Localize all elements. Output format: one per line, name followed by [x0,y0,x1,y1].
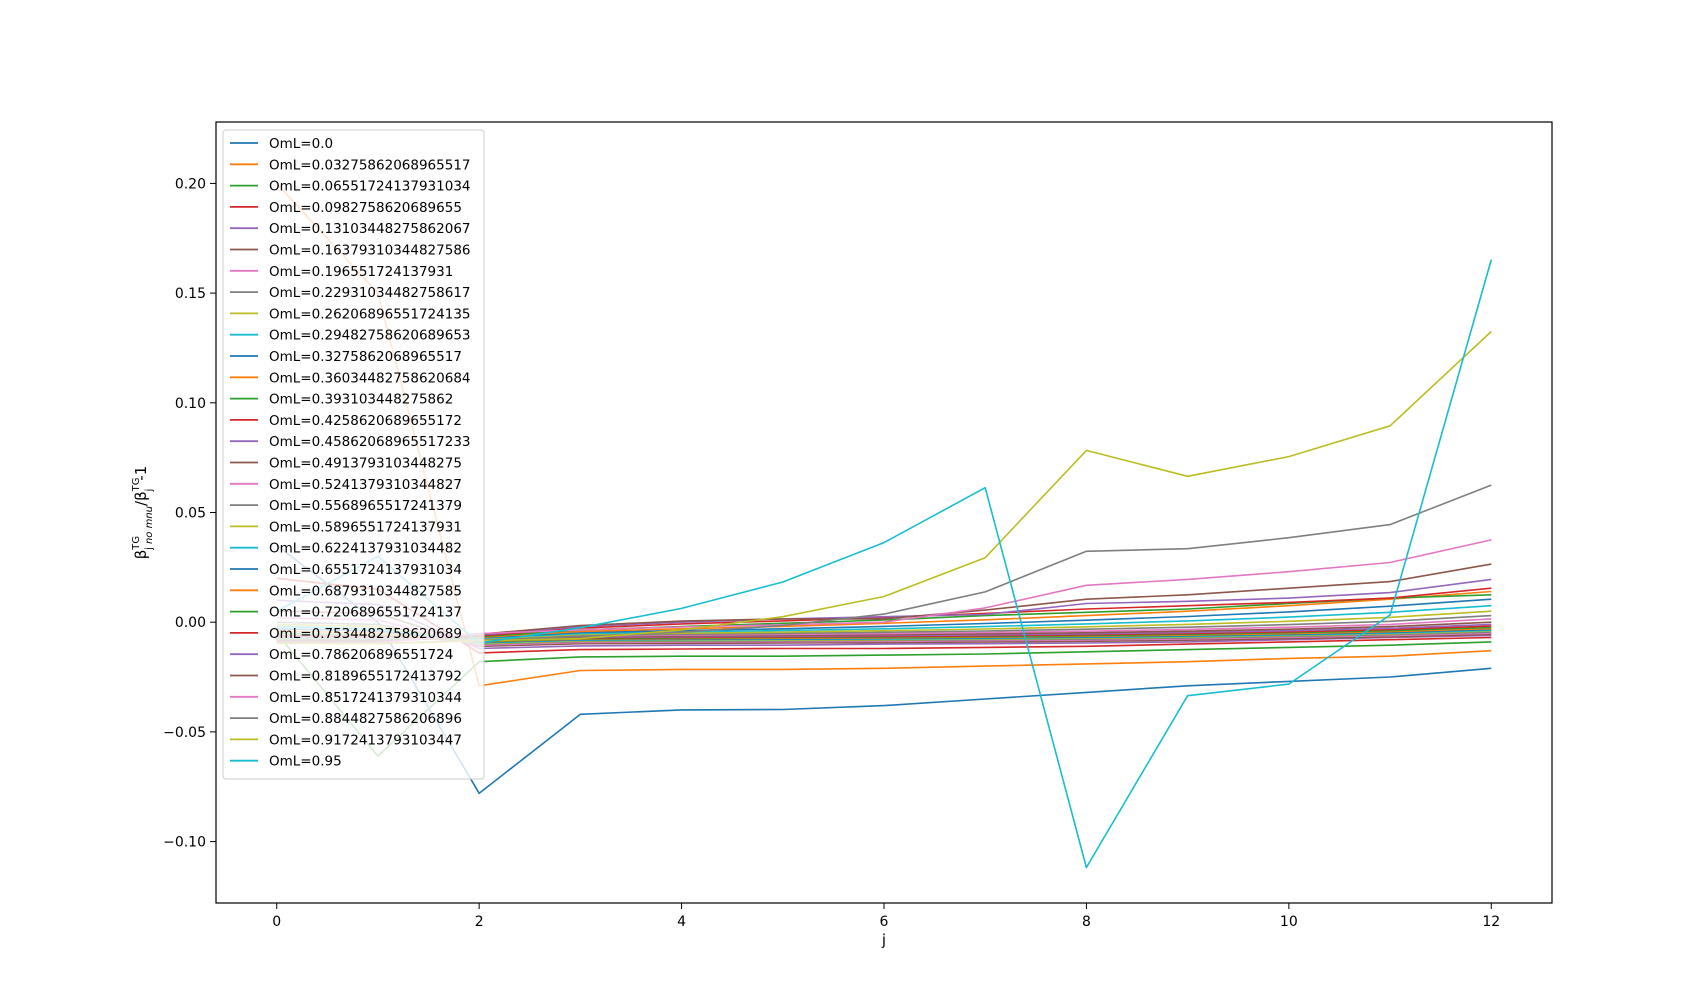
legend-label: OmL=0.5568965517241379 [269,498,462,514]
legend-label: OmL=0.8517241379310344 [269,690,462,706]
y-label-sub1b: no mnu [144,506,155,544]
legend-label: OmL=0.8189655172413792 [269,669,462,685]
y-label-tail: -1 [132,466,150,481]
legend-label: OmL=0.45862068965517233 [269,434,471,450]
y-label-slash: /β [132,491,150,506]
legend-label: OmL=0.8844827586206896 [269,711,462,727]
x-tick-label: 0 [272,914,281,930]
y-axis-label: βTG jno mnu/βTG j-1 [131,466,155,560]
legend-label: OmL=0.3275862068965517 [269,349,462,365]
y-label-sub2: j [144,489,155,493]
legend-label: OmL=0.393103448275862 [269,392,453,408]
legend-label: OmL=0.22931034482758617 [269,285,471,301]
y-tick-label: 0.15 [175,286,206,302]
legend-label: OmL=0.06551724137931034 [269,179,471,195]
legend-label: OmL=0.9172413793103447 [269,732,462,748]
x-tick-label: 8 [1082,914,1091,930]
legend-label: OmL=0.5241379310344827 [269,477,462,493]
legend: OmL=0.0 OmL=0.03275862068965517 OmL=0.0655… [222,129,485,780]
y-tick-label: −0.05 [163,725,206,741]
y-label-beta: β [132,550,150,560]
plot-frame [215,121,1553,904]
legend-box [222,129,485,780]
y-axis-ticks: −0.10 −0.05 0.00 0.05 0.10 0.15 0.20 [163,176,216,851]
legend-label: OmL=0.196551724137931 [269,264,453,280]
x-tick-label: 6 [880,914,889,930]
legend-label: OmL=0.0 [269,136,333,152]
legend-label: OmL=0.13103448275862067 [269,221,471,237]
x-tick-label: 12 [1482,914,1500,930]
legend-label: OmL=0.29482758620689653 [269,328,471,344]
y-label-sub1: j [144,547,155,551]
y-tick-label: 0.20 [175,176,206,192]
x-tick-label: 10 [1280,914,1298,930]
legend-label: OmL=0.7534482758620689 [269,626,462,642]
legend-label: OmL=0.786206896551724 [269,647,453,663]
x-axis-label: j [881,931,886,949]
x-tick-label: 4 [677,914,686,930]
legend-label: OmL=0.5896551724137931 [269,519,462,535]
y-label-sup2: TG [131,477,142,492]
legend-label: OmL=0.36034482758620684 [269,370,471,386]
x-tick-label: 2 [475,914,484,930]
y-tick-label: 0.10 [175,396,206,412]
x-axis-ticks: 0 2 4 6 8 10 12 [272,903,1500,930]
legend-label: OmL=0.26206896551724135 [269,306,471,322]
y-tick-label: 0.05 [175,506,206,522]
legend-label: OmL=0.6879310344827585 [269,583,462,599]
y-label-sup1: TG [131,536,142,551]
legend-label: OmL=0.7206896551724137 [269,605,462,621]
legend-label: OmL=0.0982758620689655 [269,200,462,216]
legend-label: OmL=0.4913793103448275 [269,456,462,472]
legend-label: OmL=0.6224137931034482 [269,541,462,557]
legend-label: OmL=0.16379310344827586 [269,243,471,259]
y-tick-label: 0.00 [175,615,206,631]
legend-label: OmL=0.4258620689655172 [269,413,462,429]
legend-label: OmL=0.6551724137931034 [269,562,462,578]
legend-label: OmL=0.03275862068965517 [269,157,471,173]
series-line-0 [276,544,1492,795]
legend-label: OmL=0.95 [269,754,342,770]
y-tick-label: −0.10 [163,835,206,851]
legend-items: OmL=0.0 OmL=0.03275862068965517 OmL=0.0655… [230,136,471,770]
